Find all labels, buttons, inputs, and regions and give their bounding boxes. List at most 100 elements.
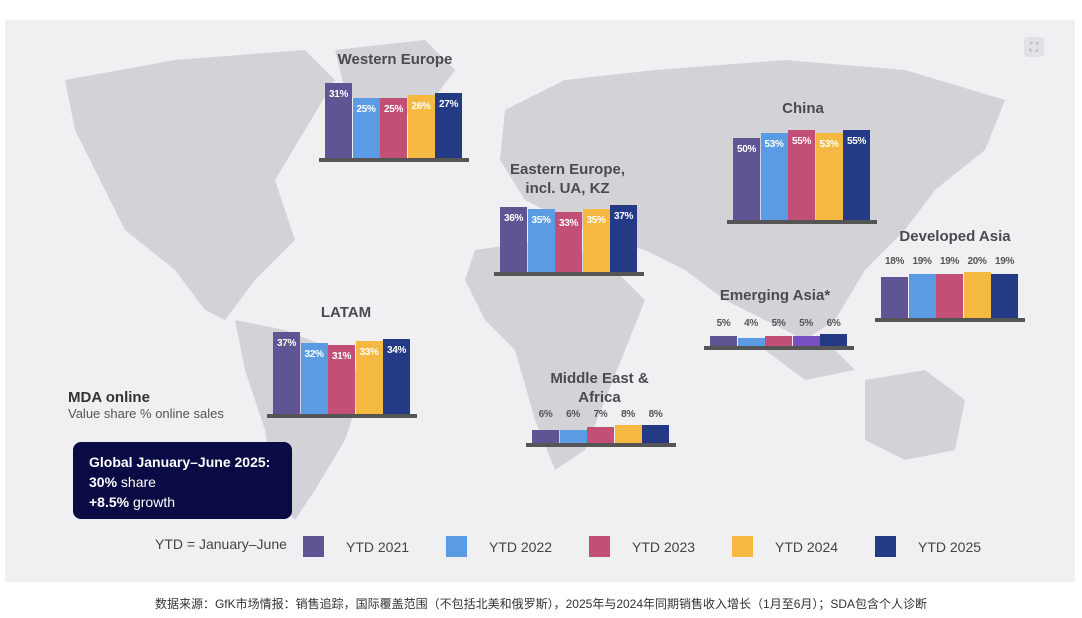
developed-asia-bar-ytd-2025 (991, 274, 1018, 318)
china-bar-ytd-2023 (788, 130, 815, 220)
western-europe-title: Western Europe (337, 51, 453, 68)
world-map (65, 40, 1005, 520)
western-europe-data-label: 25% (356, 103, 376, 115)
emerging-asia-bar-ytd-2024 (792, 336, 820, 346)
western-europe-bar-ytd-2024 (407, 95, 435, 158)
middle-east-africa-baseline (526, 443, 676, 447)
growth-value: +8.5% (89, 494, 130, 510)
emerging-asia-bar-ytd-2021 (710, 336, 737, 346)
china-data-label: 53% (764, 139, 784, 151)
western-europe-bar-ytd-2022 (352, 97, 380, 158)
developed-asia-data-label: 19% (939, 256, 960, 267)
eastern-europe-baseline (494, 272, 644, 276)
latam-bar-ytd-2022 (300, 343, 328, 414)
latam-data-label: 31% (331, 351, 352, 363)
middle-east-africa-bar-ytd-2024 (614, 425, 642, 443)
legend-label: YTD 2023 (632, 538, 696, 555)
eastern-europe-data-label: 36% (503, 212, 524, 224)
legend-item: YTD 2025 (875, 536, 981, 557)
global-summary-box: Global January–June 2025: 30% share +8.5… (73, 442, 292, 519)
emerging-asia-data-label: 4% (744, 318, 758, 329)
legend-item: YTD 2023 (589, 536, 695, 557)
emerging-asia-title: Emerging Asia* (719, 287, 831, 304)
share-value: 30% (89, 474, 118, 490)
eastern-europe-data-label: 37% (613, 211, 634, 222)
middle-east-africa-title: Middle East & Africa (550, 370, 649, 406)
western-europe-data-label: 27% (438, 98, 459, 110)
eastern-europe-bar-ytd-2022 (527, 208, 555, 272)
emerging-asia-data-label: 5% (771, 318, 786, 329)
eastern-europe-bar-ytd-2024 (582, 208, 610, 272)
developed-asia-data-label: 19% (912, 256, 932, 267)
emerging-asia-bar-ytd-2025 (820, 334, 847, 346)
western-europe-bar-ytd-2021 (325, 83, 352, 158)
emerging-asia-bar-ytd-2022 (737, 338, 765, 346)
legend-item: YTD 2021 (303, 536, 409, 557)
china-data-label: 55% (791, 136, 812, 147)
latam-bar-ytd-2023 (328, 345, 355, 414)
eastern-europe-data-label: 35% (586, 214, 606, 226)
legend-item: YTD 2024 (732, 536, 838, 557)
expand-icon[interactable]: ⛶ (1024, 37, 1044, 57)
eastern-europe-title: Eastern Europe, incl. UA, KZ (509, 161, 626, 197)
eastern-europe-bar-ytd-2021 (500, 206, 527, 272)
western-europe-bar-ytd-2025 (435, 92, 462, 158)
latam-data-label: 37% (276, 338, 297, 349)
chart-subtitle: Value share % online sales (68, 406, 224, 421)
china-bar-ytd-2025 (843, 130, 870, 220)
emerging-asia-data-label: 6% (826, 318, 841, 329)
legend-note-text: YTD = January–June (155, 536, 287, 552)
china-bar-ytd-2022 (760, 133, 788, 220)
emerging-asia-data-label: 5% (716, 318, 731, 329)
middle-east-africa-data-label: 7% (593, 409, 608, 420)
western-europe-data-label: 31% (328, 89, 349, 100)
source-caption: 数据来源：GfK市场情报：销售追踪，国际覆盖范围（不包括北美和俄罗斯），2025… (154, 597, 928, 611)
summary-title: Global January–June 2025: (89, 454, 271, 470)
legend-label: YTD 2022 (489, 538, 553, 555)
chart-heading: MDA online Value share % online sales (68, 389, 224, 421)
middle-east-africa-data-label: 8% (621, 409, 635, 420)
eastern-europe-bar-ytd-2023 (555, 212, 582, 272)
share-label: share (117, 474, 156, 490)
middle-east-africa-bar-ytd-2022 (559, 429, 587, 443)
china-data-label: 50% (736, 144, 757, 156)
middle-east-africa-bar-ytd-2021 (532, 429, 559, 443)
latam-data-label: 33% (359, 346, 379, 358)
latam-bar-ytd-2021 (273, 332, 300, 414)
eastern-europe-bar-ytd-2025 (610, 205, 637, 272)
china-bar-ytd-2024 (815, 133, 843, 220)
latam-bar-ytd-2025 (383, 338, 410, 414)
developed-asia-baseline (875, 318, 1025, 322)
latam-bar-ytd-2024 (355, 340, 383, 414)
middle-east-africa-bar-ytd-2023 (587, 427, 614, 443)
developed-asia-title: Developed Asia (899, 228, 1011, 245)
china-baseline (727, 220, 877, 224)
eastern-europe-data-label: 33% (558, 218, 579, 230)
developed-asia-data-label: 18% (884, 256, 905, 267)
china-title: China (782, 100, 824, 117)
china-data-label: 55% (846, 136, 867, 147)
legend-swatch (446, 536, 467, 557)
china-bar-ytd-2021 (733, 138, 760, 220)
middle-east-africa-bar-ytd-2025 (642, 425, 669, 443)
developed-asia-data-label: 19% (994, 256, 1015, 267)
developed-asia-data-label: 20% (967, 256, 987, 267)
latam-baseline (267, 414, 417, 418)
legend-item: YTD 2022 (446, 536, 552, 557)
developed-asia-bar-ytd-2022 (908, 274, 936, 318)
developed-asia-bar-ytd-2024 (963, 272, 991, 318)
growth-label: growth (129, 494, 176, 510)
middle-east-africa-data-label: 8% (648, 409, 663, 420)
legend-swatch (589, 536, 610, 557)
emerging-asia-baseline (704, 346, 854, 350)
western-europe-baseline (319, 158, 469, 162)
legend-swatch (875, 536, 896, 557)
china-data-label: 53% (819, 139, 839, 151)
latam-data-label: 34% (386, 344, 407, 356)
emerging-asia-bar-ytd-2023 (765, 336, 792, 346)
middle-east-africa-data-label: 6% (538, 409, 553, 420)
western-europe-data-label: 25% (383, 103, 404, 115)
legend-swatch (732, 536, 753, 557)
chart-title: MDA online (68, 389, 150, 406)
emerging-asia-data-label: 5% (799, 318, 813, 329)
